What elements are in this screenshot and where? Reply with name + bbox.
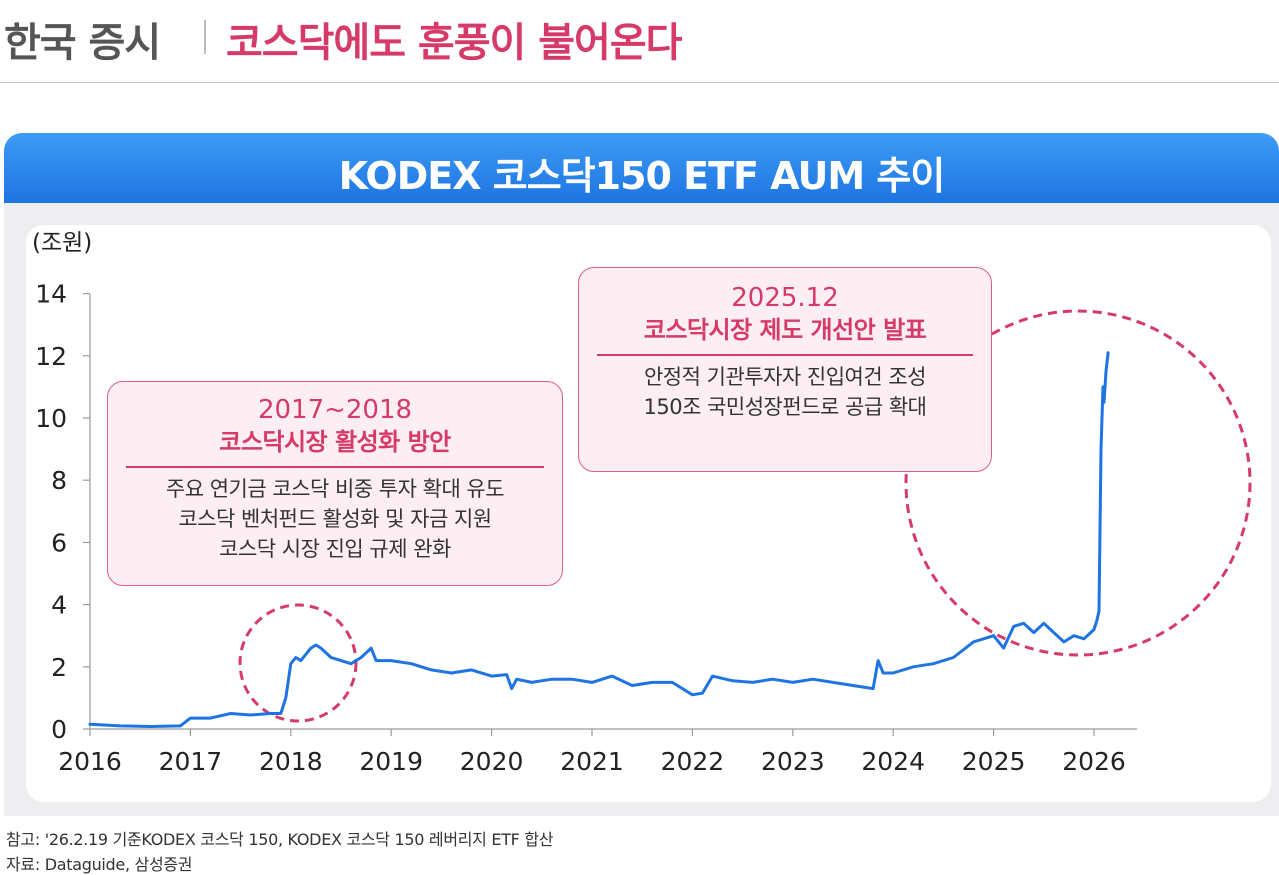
- annotation-line: 주요 연기금 코스닥 비중 투자 확대 유도: [165, 476, 505, 501]
- section-label: 한국 증시: [4, 20, 161, 66]
- header-divider: [204, 20, 206, 54]
- annotation-divider: [597, 354, 973, 356]
- highlight-circles: [238, 309, 1252, 723]
- y-tick-label: 12: [35, 342, 67, 371]
- annotation-line: 150조 국민성장펀드로 공급 확대: [643, 394, 927, 419]
- x-tick-label: 2026: [1062, 747, 1126, 776]
- x-tick-label: 2022: [661, 747, 725, 776]
- aum-series-line: [88, 351, 1110, 728]
- annotation-box-2018: 2017~2018 코스닥시장 활성화 방안 주요 연기금 코스닥 비중 투자 …: [107, 381, 563, 586]
- annotation-line: 코스닥 시장 진입 규제 완화: [219, 536, 451, 561]
- header-rule: [0, 82, 1279, 83]
- annotation-line: 코스닥 벤처펀드 활성화 및 자금 지원: [178, 506, 492, 531]
- x-tick-label: 2025: [962, 747, 1026, 776]
- annotation-divider: [126, 466, 544, 468]
- x-tick-label: 2016: [58, 747, 122, 776]
- annotation-title: 코스닥시장 활성화 방안: [219, 428, 451, 456]
- highlight-circle-2025: [904, 309, 1252, 657]
- annotation-line: 안정적 기관투자자 진입여건 조성: [643, 364, 927, 389]
- x-tick-label: 2024: [861, 747, 925, 776]
- chart-banner: KODEX 코스닥150 ETF AUM 추이: [4, 133, 1279, 203]
- page-header: 한국 증시 코스닥에도 훈풍이 불어온다: [0, 0, 1279, 83]
- y-tick-label: 10: [35, 404, 67, 433]
- highlight-circle-2018: [238, 603, 358, 723]
- y-tick-label: 4: [51, 591, 67, 620]
- chart-title: KODEX 코스닥150 ETF AUM 추이: [338, 154, 946, 198]
- x-tick-label: 2023: [761, 747, 825, 776]
- footnote-note: 참고: '26.2.19 기준KODEX 코스닥 150, KODEX 코스닥 …: [6, 830, 554, 849]
- x-tick-label: 2021: [560, 747, 624, 776]
- y-tick-label: 0: [51, 715, 67, 744]
- chart-axes: (조원) 0 2 4 6 8 10 12 14 2016 2017 2018 2019 2020 2021 2…: [32, 230, 1137, 776]
- y-tick-label: 8: [51, 466, 67, 495]
- x-tick-label: 2019: [359, 747, 423, 776]
- headline: 코스닥에도 훈풍이 불어온다: [226, 20, 682, 66]
- annotation-date: 2025.12: [731, 283, 839, 313]
- annotation-date: 2017~2018: [257, 395, 413, 425]
- annotation-title: 코스닥시장 제도 개선안 발표: [643, 316, 927, 344]
- series-layer: [88, 351, 1110, 728]
- y-tick-label: 2: [51, 653, 67, 682]
- y-tick-label: 14: [35, 280, 67, 309]
- x-tick-label: 2017: [159, 747, 223, 776]
- y-tick-label: 6: [51, 528, 67, 557]
- x-tick-label: 2020: [460, 747, 524, 776]
- y-axis-label: (조원): [32, 230, 92, 256]
- annotation-box-2025: 2025.12 코스닥시장 제도 개선안 발표 안정적 기관투자자 진입여건 조…: [578, 267, 992, 472]
- x-tick-label: 2018: [259, 747, 323, 776]
- footnote-source: 자료: Dataguide, 삼성증권: [6, 855, 193, 874]
